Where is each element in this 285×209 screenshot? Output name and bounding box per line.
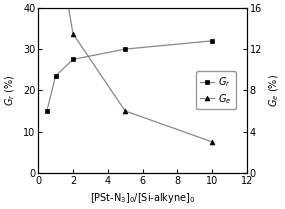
$G_r$ bbox=[123, 48, 127, 50]
Line: $G_r$: $G_r$ bbox=[44, 38, 215, 113]
$G_r$ bbox=[45, 110, 49, 112]
$G_e$ bbox=[210, 141, 214, 143]
$G_e$ bbox=[71, 32, 75, 35]
$G_r$ bbox=[54, 75, 57, 77]
$G_e$ bbox=[123, 110, 127, 112]
X-axis label: [PSt-N$_3$]$_0$/[Si-alkyne]$_0$: [PSt-N$_3$]$_0$/[Si-alkyne]$_0$ bbox=[90, 191, 195, 205]
Line: $G_e$: $G_e$ bbox=[44, 0, 215, 144]
$G_r$ bbox=[71, 58, 75, 61]
Y-axis label: $G_e$ (%): $G_e$ (%) bbox=[268, 74, 281, 107]
$G_r$ bbox=[210, 40, 214, 42]
Legend: $G_r$, $G_e$: $G_r$, $G_e$ bbox=[196, 71, 236, 110]
Y-axis label: $G_r$ (%): $G_r$ (%) bbox=[4, 74, 17, 106]
